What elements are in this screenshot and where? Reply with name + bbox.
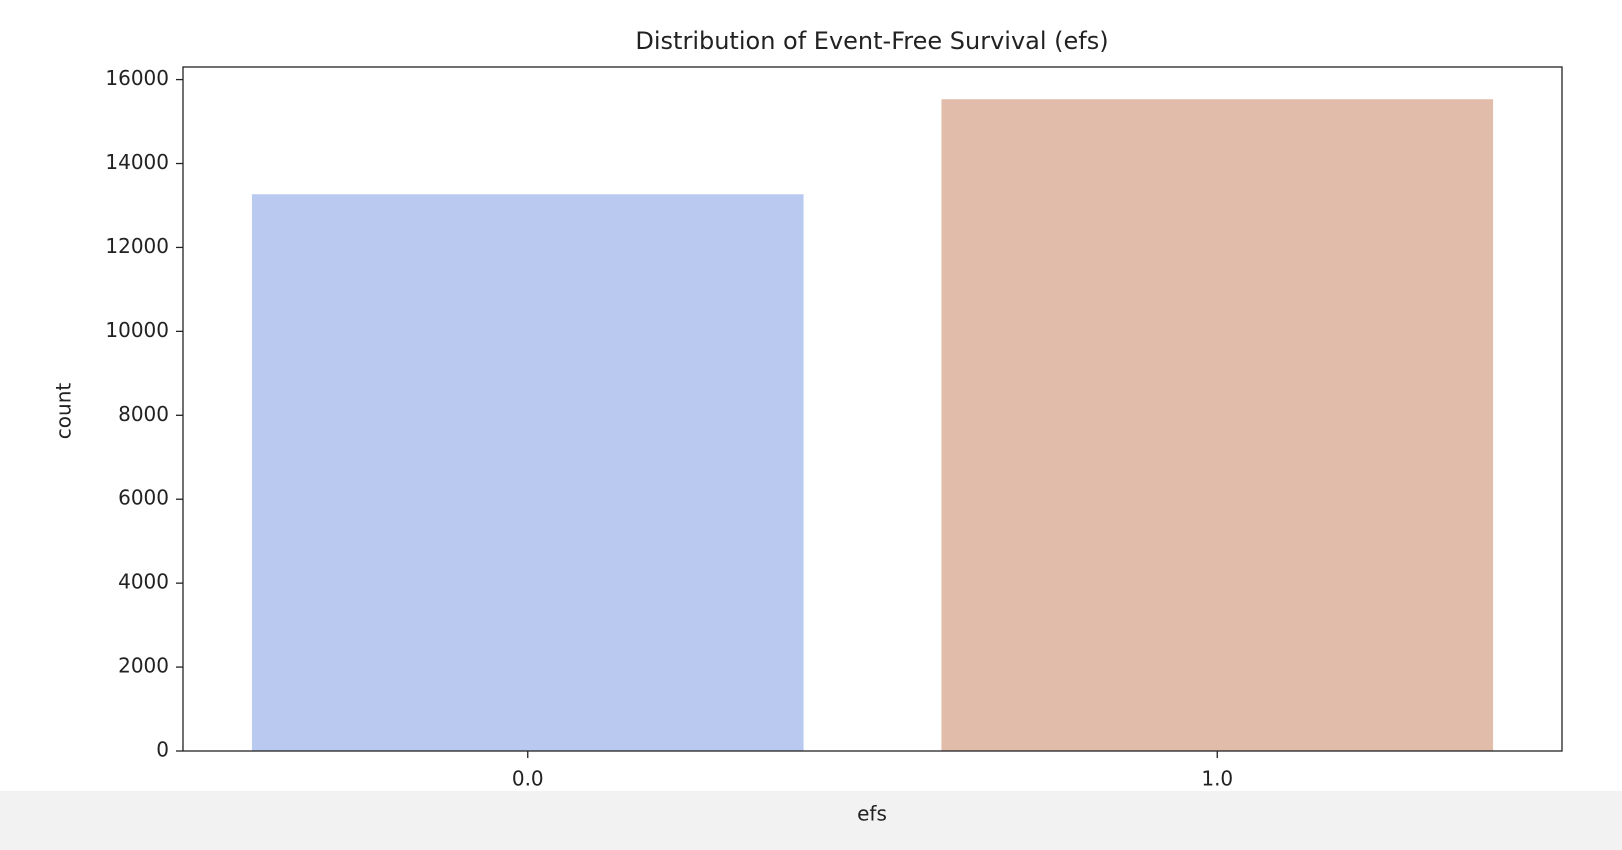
chart-title: Distribution of Event-Free Survival (efs… bbox=[635, 27, 1108, 55]
y-tick-label: 8000 bbox=[118, 402, 169, 426]
y-tick-label: 6000 bbox=[118, 486, 169, 510]
y-tick-label: 16000 bbox=[105, 66, 169, 90]
background-band bbox=[0, 791, 1622, 850]
y-tick-label: 10000 bbox=[105, 318, 169, 342]
plot-frame bbox=[182, 66, 1563, 752]
x-tick-label: 1.0 bbox=[1201, 767, 1233, 791]
y-tick-label: 12000 bbox=[105, 234, 169, 258]
bar bbox=[251, 194, 804, 751]
x-tick-label: 0.0 bbox=[512, 767, 544, 791]
y-tick-label: 14000 bbox=[105, 150, 169, 174]
x-axis-label: efs bbox=[857, 802, 887, 826]
bar bbox=[941, 99, 1494, 752]
y-axis-label: count bbox=[52, 383, 76, 440]
y-tick-label: 4000 bbox=[118, 570, 169, 594]
y-tick-label: 0 bbox=[156, 738, 169, 762]
y-tick-label: 2000 bbox=[118, 654, 169, 678]
